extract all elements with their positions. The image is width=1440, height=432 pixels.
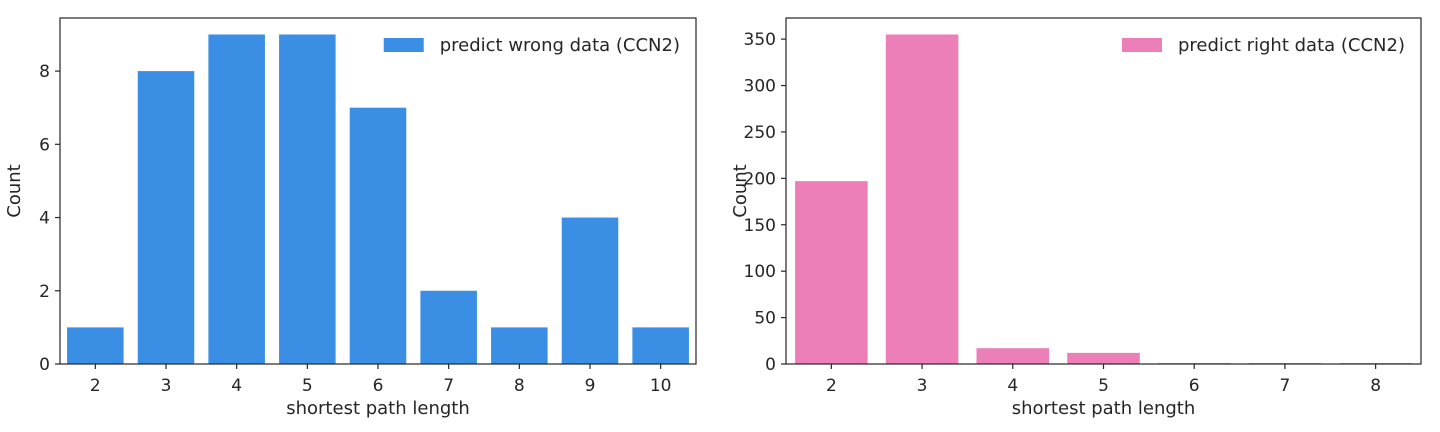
x-tick-label: 7 <box>1280 376 1291 396</box>
x-tick-label: 8 <box>1370 376 1381 396</box>
plot-frame <box>785 17 1422 365</box>
y-tick-label: 50 <box>754 309 776 329</box>
x-tick-label: 6 <box>1189 376 1200 396</box>
bar <box>67 327 124 364</box>
bar <box>976 348 1050 364</box>
bar <box>885 34 959 364</box>
y-tick-label: 100 <box>744 262 776 282</box>
x-axis-label: shortest path length <box>1012 398 1196 419</box>
y-tick-label: 4 <box>39 209 50 229</box>
x-tick-label: 5 <box>1098 376 1109 396</box>
x-tick-label: 7 <box>443 376 454 396</box>
bar <box>1067 352 1140 364</box>
y-tick-label: 8 <box>39 62 50 82</box>
y-tick-label: 250 <box>744 123 776 143</box>
x-tick-label: 6 <box>373 376 384 396</box>
x-tick-label: 5 <box>302 376 313 396</box>
legend-label: predict wrong data (CCN2) <box>440 35 680 56</box>
y-axis-label: Count <box>730 164 751 217</box>
bar <box>208 34 265 364</box>
x-tick-label: 2 <box>826 376 837 396</box>
y-tick-label: 300 <box>744 77 776 97</box>
bar <box>795 181 868 364</box>
x-tick-label: 3 <box>161 376 172 396</box>
x-tick-label: 4 <box>1007 376 1018 396</box>
bar <box>561 217 619 364</box>
bar <box>491 327 548 364</box>
x-axis-label: shortest path length <box>286 398 470 419</box>
chart-panel-2: 2 3 4 5 6 7 8 0 50 100 150 200 250 300 350 shortest pat… <box>730 17 1422 419</box>
x-tick-label: 9 <box>585 376 596 396</box>
y-tick-label: 150 <box>744 216 776 236</box>
bar <box>279 34 336 364</box>
y-tick-label: 6 <box>39 135 50 155</box>
y-tick-label: 350 <box>744 30 776 50</box>
bar <box>632 327 689 364</box>
x-tick-label: 8 <box>514 376 525 396</box>
y-axis-label: Count <box>4 164 25 217</box>
legend-swatch <box>383 38 424 52</box>
y-tick-label: 0 <box>39 355 50 375</box>
bar <box>349 107 407 364</box>
bar <box>420 290 477 364</box>
x-tick-label: 2 <box>90 376 101 396</box>
x-tick-label: 3 <box>917 376 928 396</box>
y-tick-label: 200 <box>744 169 776 189</box>
x-tick-label: 10 <box>650 376 672 396</box>
y-tick-label: 2 <box>39 282 50 302</box>
y-tick-label: 0 <box>765 355 776 375</box>
legend-swatch <box>1122 38 1162 52</box>
chart-panel-1: 2 3 4 5 6 7 8 9 10 0 2 4 6 8 shortest path length Count… <box>4 17 697 419</box>
legend-label: predict right data (CCN2) <box>1178 35 1405 56</box>
x-tick-label: 4 <box>231 376 242 396</box>
bar <box>137 71 195 364</box>
